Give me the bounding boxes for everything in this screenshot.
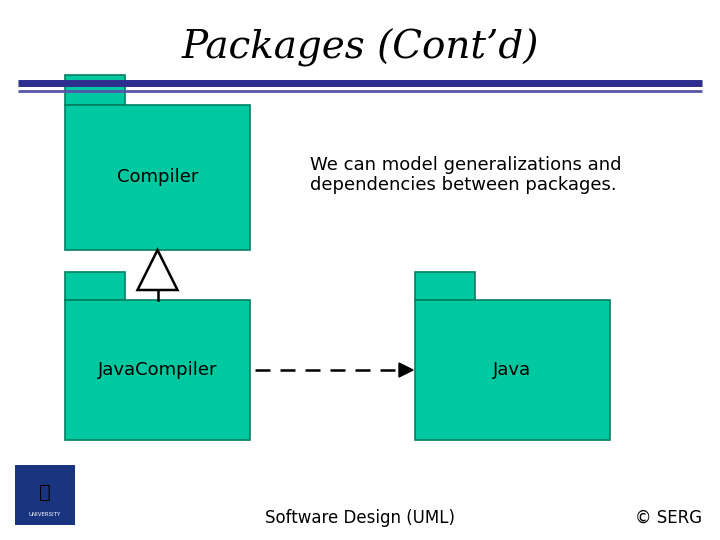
Text: JavaCompiler: JavaCompiler bbox=[98, 361, 217, 379]
Bar bbox=[415, 300, 610, 440]
Polygon shape bbox=[399, 363, 413, 377]
Text: Packages (Cont’d): Packages (Cont’d) bbox=[181, 29, 539, 67]
Text: UNIVERSITY: UNIVERSITY bbox=[29, 512, 61, 517]
Bar bbox=[65, 75, 125, 105]
Text: Software Design (UML): Software Design (UML) bbox=[265, 509, 455, 527]
Bar bbox=[65, 105, 250, 250]
Bar bbox=[65, 300, 250, 440]
Text: Compiler: Compiler bbox=[117, 168, 198, 186]
Bar bbox=[15, 465, 75, 525]
Text: © SERG: © SERG bbox=[635, 509, 702, 527]
Text: We can model generalizations and
dependencies between packages.: We can model generalizations and depende… bbox=[310, 156, 621, 194]
Text: 🐉: 🐉 bbox=[39, 483, 51, 502]
Text: Java: Java bbox=[493, 361, 531, 379]
Bar bbox=[65, 272, 125, 300]
Bar bbox=[415, 272, 475, 300]
Polygon shape bbox=[138, 250, 178, 290]
